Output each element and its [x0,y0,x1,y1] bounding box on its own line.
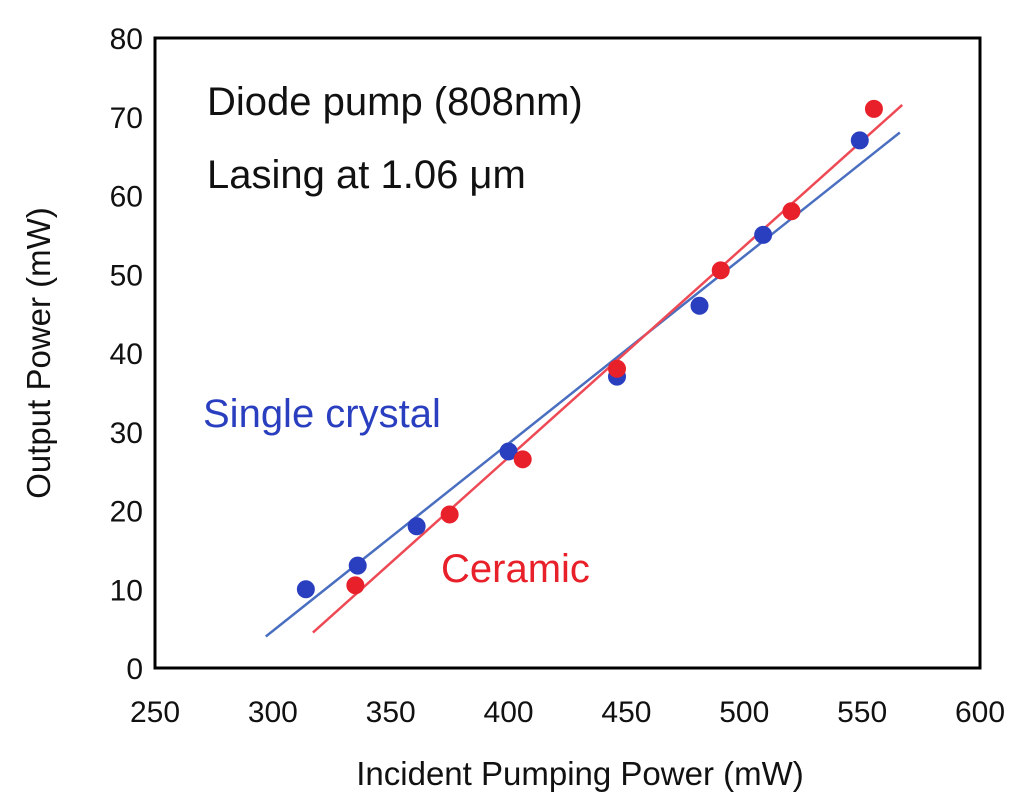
ceramic-point [864,99,883,118]
x-tick-label: 250 [130,696,180,729]
x-tick-label: 600 [955,696,1005,729]
y-tick-label: 70 [110,102,143,135]
single-crystal-point [296,580,315,599]
ceramic-point [346,576,365,595]
data-points [296,99,883,599]
y-tick-label: 10 [110,574,143,607]
ceramic-fit-line [312,104,904,634]
single-crystal-point [754,225,773,244]
x-tick-label: 400 [484,696,534,729]
x-axis-ticks: 250 300 350 400 450 500 550 600 [130,696,1005,729]
ceramic-point [440,505,459,524]
ceramic-point [711,261,730,280]
single-crystal-point [348,556,367,575]
x-tick-label: 550 [837,696,887,729]
x-tick-label: 500 [719,696,769,729]
ceramic-point [608,359,626,378]
annotation-line-2: Lasing at 1.06 μm [207,153,526,197]
single-crystal-point [690,296,709,315]
y-axis-label: Output Power (mW) [20,207,57,499]
x-tick-label: 450 [601,696,651,729]
x-tick-label: 300 [248,696,298,729]
x-tick-label: 350 [366,696,416,729]
y-tick-label: 80 [110,23,143,56]
single-crystal-point [850,131,869,150]
y-tick-label: 0 [126,653,143,686]
single-crystal-point [499,442,518,461]
ceramic-point [782,202,801,221]
ceramic-point [513,450,532,469]
plot-frame [153,36,982,670]
annotation-line-1: Diode pump (808nm) [207,80,583,124]
x-axis-label: Incident Pumping Power (mW) [356,755,803,792]
legend-single-crystal: Single crystal [203,392,441,436]
legend-ceramic: Ceramic [441,547,590,591]
y-tick-label: 40 [110,338,143,371]
single-crystal-point [407,517,426,536]
y-axis-ticks: 0 10 20 30 40 50 60 70 80 [110,23,143,686]
y-tick-label: 60 [110,181,143,214]
y-tick-label: 30 [110,417,143,450]
y-tick-label: 20 [110,496,143,529]
y-tick-label: 50 [110,259,143,292]
